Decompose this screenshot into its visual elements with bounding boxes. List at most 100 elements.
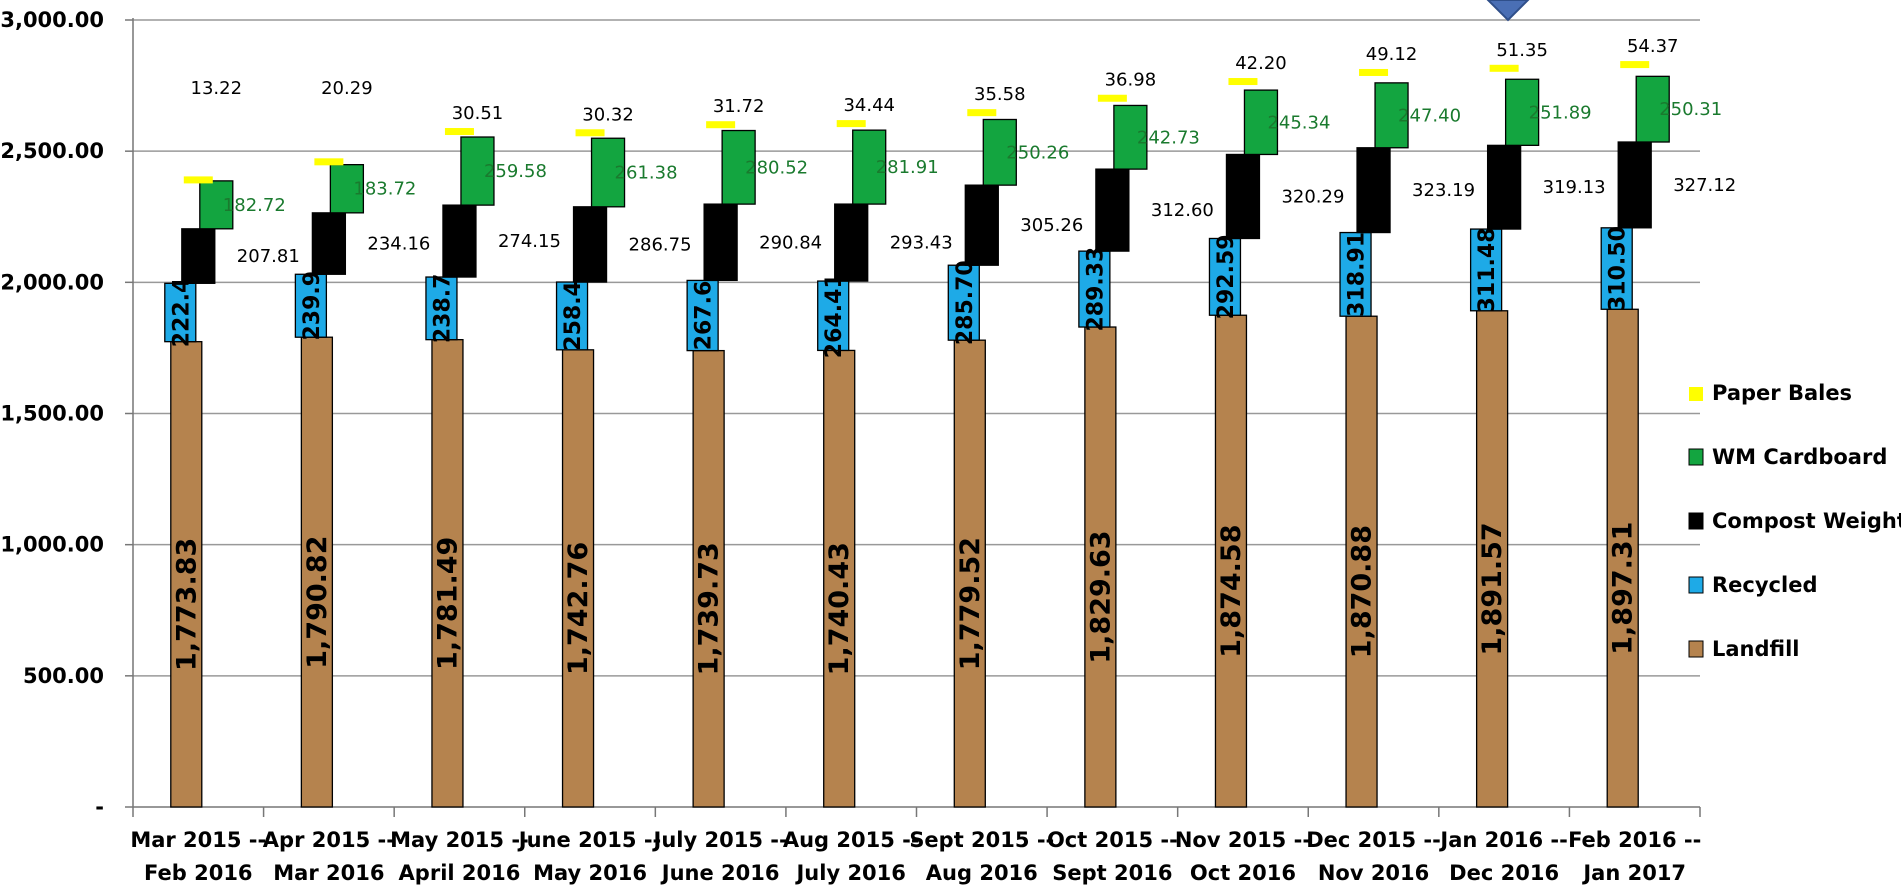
bar-recycled [1078, 250, 1111, 328]
x-tick-label: Jan 2017 [1581, 861, 1686, 885]
bar-wm-cardboard [982, 118, 1017, 186]
bar-paper-bales [967, 109, 997, 117]
bar-landfill [1214, 314, 1248, 808]
bar-compost-weights [572, 206, 608, 283]
data-label-compost: 319.13 [1543, 177, 1606, 198]
bar-landfill [1606, 308, 1639, 808]
legend-swatch [1688, 640, 1704, 658]
bar-recycled [164, 282, 197, 343]
bar-recycled [425, 276, 458, 341]
data-label-compost: 274.15 [498, 231, 561, 252]
bar-wm-cardboard [460, 136, 495, 206]
bar-compost-weights [834, 203, 869, 282]
data-label-cardboard: 281.91 [876, 157, 939, 178]
bar-compost-weights [1095, 168, 1130, 252]
x-tick-label: Oct 2016 [1190, 861, 1296, 885]
bars [164, 61, 1670, 808]
x-tick-label: April 2016 [399, 861, 521, 885]
x-tick-label: Feb 2016 -- [1568, 828, 1701, 852]
data-label-recycled: 222.4 [169, 278, 194, 348]
bar-wm-cardboard [1504, 78, 1540, 146]
bar-compost-weights [1617, 141, 1652, 229]
y-tick-label: - [95, 795, 104, 819]
bar-paper-bales [444, 128, 474, 136]
legend-label: Recycled [1712, 573, 1817, 597]
bar-paper-bales [836, 120, 866, 128]
data-labels: 1,773.83 222.4 207.81 182.72 13.22 1,790.82 23… [169, 36, 1736, 675]
bar-paper-bales [1228, 78, 1258, 86]
x-tick-label: Nov 2015 -- [1175, 828, 1311, 852]
data-label-cardboard: 242.73 [1137, 127, 1200, 148]
data-label-compost: 207.81 [237, 246, 300, 267]
data-label-recycled: 310.50 [1606, 226, 1631, 311]
data-label-recycled: 258.4 [561, 281, 586, 351]
data-label-cardboard: 250.31 [1659, 99, 1722, 120]
bar-wm-cardboard [1113, 104, 1148, 170]
data-label-landfill: 1,781.49 [432, 537, 463, 670]
x-tick-label: May 2016 [533, 861, 647, 885]
data-label-paper-bales: 34.44 [843, 95, 895, 116]
legend-label: Compost Weights [1712, 509, 1901, 533]
x-tick-label: Dec 2016 [1449, 861, 1559, 885]
bar-paper-bales [1620, 61, 1650, 69]
bar-paper-bales [1359, 68, 1389, 76]
bar-landfill [692, 349, 725, 808]
gridlines [133, 19, 1700, 677]
bar-recycled [1208, 237, 1242, 316]
bar-recycled [686, 279, 719, 352]
bar-recycled [817, 280, 850, 352]
data-label-recycled: 285.70 [953, 260, 978, 345]
data-label-paper-bales: 42.20 [1235, 53, 1287, 74]
y-axis: - 500.00 1,000.00 1,500.00 2,000.00 2,500.00 3… [0, 8, 134, 819]
data-label-cardboard: 259.58 [484, 161, 547, 182]
legend-swatch [1688, 512, 1704, 530]
data-label-paper-bales: 51.35 [1496, 40, 1548, 61]
data-label-recycled: 289.33 [1083, 247, 1108, 332]
data-label-landfill: 1,742.76 [563, 542, 594, 675]
data-label-paper-bales: 30.32 [582, 104, 634, 125]
marker-shape [1486, 0, 1530, 22]
data-label-landfill: 1,790.82 [302, 535, 333, 668]
data-label-cardboard: 245.34 [1267, 112, 1330, 133]
bar-recycled [294, 273, 328, 338]
x-tick-label: July 2016 [794, 861, 905, 885]
data-label-compost: 286.75 [629, 234, 692, 255]
x-tick-label: June 2015 -- [517, 828, 661, 852]
data-label-compost: 293.43 [890, 233, 953, 254]
bar-compost-weights [442, 204, 477, 278]
data-label-recycled: 238.7 [430, 274, 455, 344]
bar-wm-cardboard [721, 129, 756, 205]
bar-compost-weights [1486, 144, 1522, 230]
data-label-recycled: 318.91 [1345, 232, 1370, 317]
data-label-landfill: 1,874.58 [1216, 525, 1247, 658]
data-label-recycled: 239.9 [300, 271, 325, 341]
x-tick-label: Oct 2015 -- [1047, 828, 1178, 852]
data-label-cardboard: 247.40 [1398, 105, 1461, 126]
bar-compost-weights [181, 228, 216, 284]
legend-label: Landfill [1712, 637, 1800, 661]
data-label-compost: 290.84 [759, 232, 822, 253]
legend-label: Paper Bales [1712, 381, 1852, 405]
data-label-cardboard: 250.26 [1006, 142, 1069, 163]
y-tick-label: 2,000.00 [0, 270, 104, 294]
data-label-landfill: 1,739.73 [694, 542, 725, 675]
bar-recycled [1469, 228, 1503, 312]
data-label-landfill: 1,773.83 [171, 538, 202, 671]
bar-recycled [947, 264, 980, 341]
bar-recycled [1339, 231, 1372, 317]
bar-paper-bales [706, 121, 736, 129]
y-tick-label: 2,500.00 [0, 139, 104, 163]
x-tick-label: Sept 2016 [1052, 861, 1172, 885]
legend: Paper Bales WM Cardboard Compost Weights Re… [1688, 381, 1901, 661]
data-label-recycled: 264.41 [822, 273, 847, 358]
data-label-paper-bales: 31.72 [713, 96, 765, 117]
data-label-recycled: 311.48 [1475, 227, 1500, 312]
bar-wm-cardboard [852, 129, 887, 205]
data-label-paper-bales: 35.58 [974, 84, 1026, 105]
x-tick-label: Mar 2015 -- [130, 828, 266, 852]
bar-landfill [561, 349, 595, 808]
data-label-cardboard: 280.52 [745, 157, 808, 178]
bar-wm-cardboard [1374, 82, 1409, 149]
bar-wm-cardboard [590, 137, 626, 208]
